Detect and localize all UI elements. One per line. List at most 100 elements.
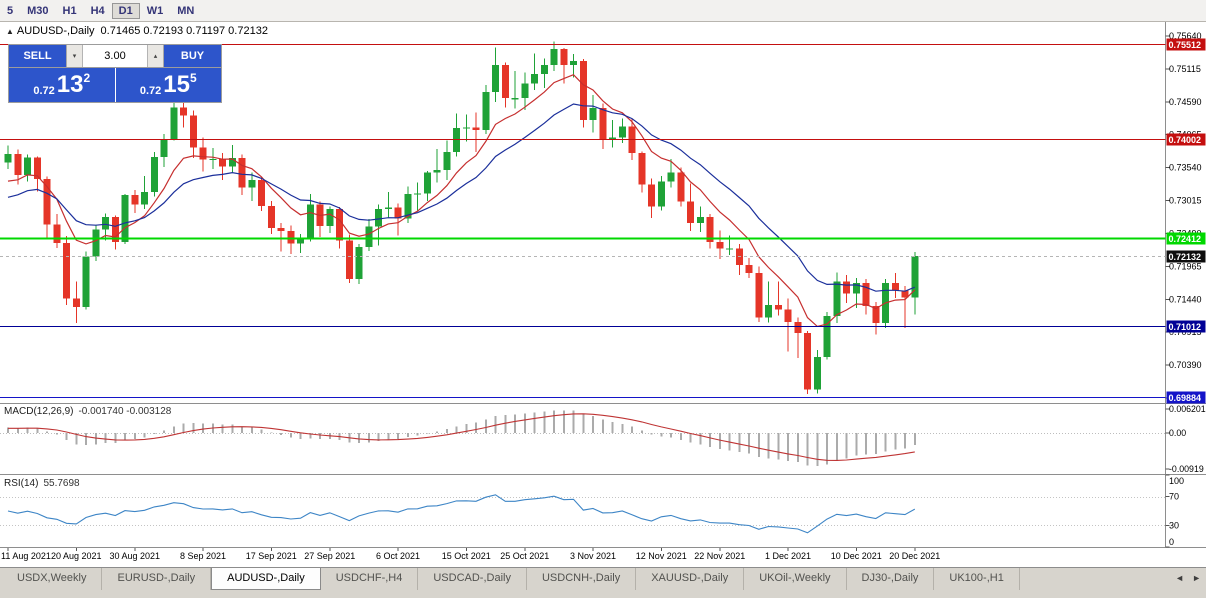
- volume-decrease-button[interactable]: ▾: [67, 45, 83, 67]
- date-label: 10 Dec 2021: [831, 551, 882, 561]
- chart-tab-usdx-weekly[interactable]: USDX,Weekly: [2, 568, 103, 590]
- candle-body: [267, 205, 275, 228]
- candle-body: [492, 64, 499, 92]
- date-label: 30 Aug 2021: [109, 551, 160, 561]
- sell-price-prefix: 0.72: [33, 85, 55, 97]
- candle-body: [891, 282, 899, 291]
- date-label: 3 Nov 2021: [570, 551, 616, 561]
- sell-button[interactable]: SELL: [9, 45, 66, 67]
- svg-text:30: 30: [1169, 520, 1179, 530]
- svg-text:0.74590: 0.74590: [1169, 97, 1202, 107]
- candle-body: [404, 193, 412, 219]
- sell-price-big-digits: 13: [56, 71, 84, 98]
- candle-body: [33, 157, 41, 179]
- candle-body: [375, 208, 382, 227]
- svg-text:0.72132: 0.72132: [1169, 252, 1202, 262]
- candle-body: [326, 208, 334, 226]
- chart-tab-audusd-daily[interactable]: AUDUSD-,Daily: [211, 568, 321, 590]
- candle-body: [141, 192, 148, 205]
- tab-scroll-left-icon[interactable]: ◄: [1175, 573, 1185, 583]
- buy-price-pipette: 5: [189, 71, 197, 85]
- rsi-value: 55.7698: [43, 478, 80, 489]
- candle-body: [706, 217, 714, 243]
- timeframe-button-MN[interactable]: MN: [177, 4, 195, 17]
- chart-title: ▲ AUDUSD-,Daily 0.71465 0.72193 0.71197 0.…: [6, 25, 268, 37]
- volume-input[interactable]: [83, 45, 147, 67]
- timeframe-button-H1[interactable]: H1: [62, 4, 77, 17]
- candle-body: [160, 138, 168, 157]
- candle-body: [540, 64, 548, 75]
- candle-body: [150, 156, 158, 193]
- price-tag: 0.74002: [1166, 133, 1206, 146]
- candle-body: [501, 64, 509, 99]
- candle-body: [384, 207, 392, 209]
- candle-body: [794, 321, 802, 334]
- date-label: 27 Sep 2021: [304, 551, 355, 561]
- candle-body: [277, 227, 285, 231]
- candlestick-series: [4, 41, 919, 394]
- volume-control: ▾ ▴: [66, 45, 164, 67]
- candle-body: [63, 242, 70, 299]
- date-label: 20 Aug 2021: [51, 551, 102, 561]
- chart-tab-uk100-h1[interactable]: UK100-,H1: [934, 568, 1020, 590]
- chart-tabs: USDX,Weekly EURUSD-,Daily AUDUSD-,Daily USD…: [0, 568, 1206, 590]
- one-click-collapse-icon[interactable]: ▲: [6, 27, 14, 36]
- candle-body: [121, 195, 129, 243]
- candle-body: [111, 217, 119, 243]
- candle-body: [102, 217, 109, 230]
- date-label: 11 Aug 2021: [1, 551, 51, 561]
- candle-body: [862, 282, 870, 307]
- candle-body: [4, 153, 12, 163]
- svg-text:0.72412: 0.72412: [1169, 234, 1202, 244]
- candle-body: [872, 306, 880, 324]
- macd-signal-line: [8, 413, 915, 461]
- candle-body: [72, 298, 80, 307]
- candle-body: [170, 107, 178, 139]
- sell-price-panel[interactable]: 0.72 13 2: [9, 68, 115, 102]
- candle-body: [423, 172, 431, 194]
- candle-body: [462, 127, 470, 129]
- candle-body: [336, 208, 343, 241]
- candle-body: [433, 170, 441, 173]
- svg-text:0.73015: 0.73015: [1169, 196, 1202, 206]
- timeframe-button-D1[interactable]: D1: [111, 2, 140, 19]
- chart-tab-dj30-daily[interactable]: DJ30-,Daily: [847, 568, 935, 590]
- ma-fast-line: [7, 73, 916, 328]
- buy-button[interactable]: BUY: [164, 45, 221, 67]
- candle-body: [355, 247, 363, 280]
- candle-body: [804, 333, 811, 390]
- candle-body: [521, 83, 529, 99]
- chart-tab-ukoil-weekly[interactable]: UKOil-,Weekly: [744, 568, 847, 590]
- timeframe-button-W1[interactable]: W1: [146, 4, 164, 17]
- candle-body: [472, 127, 480, 131]
- svg-text:0.74002: 0.74002: [1169, 135, 1202, 145]
- chart-tab-usdcad-daily[interactable]: USDCAD-,Daily: [418, 568, 527, 590]
- candle-body: [852, 282, 860, 294]
- buy-price-big-digits: 15: [163, 71, 190, 98]
- price-tag: 0.71012: [1166, 320, 1206, 333]
- chart-tab-xauusd-daily[interactable]: XAUUSD-,Daily: [636, 568, 745, 590]
- timeframe-button-H4[interactable]: H4: [90, 4, 105, 17]
- chart-tab-eurusd-daily[interactable]: EURUSD-,Daily: [102, 568, 212, 590]
- candle-body: [716, 242, 724, 249]
- buy-price-panel[interactable]: 0.72 15 5: [115, 68, 221, 102]
- chart-tab-usdcnh-daily[interactable]: USDCNH-,Daily: [527, 568, 637, 590]
- candle-body: [550, 49, 558, 65]
- svg-text:0.71012: 0.71012: [1169, 322, 1202, 332]
- chart-tab-usdchf-h4[interactable]: USDCHF-,H4: [321, 568, 419, 590]
- candle-body: [394, 207, 402, 219]
- candle-body: [687, 201, 694, 223]
- candle-body: [823, 316, 831, 357]
- chart-tab-bar: USDX,Weekly EURUSD-,Daily AUDUSD-,Daily USD…: [0, 567, 1206, 598]
- date-label: 8 Sep 2021: [180, 551, 226, 561]
- timeframe-button-M30[interactable]: M30: [27, 4, 49, 17]
- tab-scroll-right-icon[interactable]: ►: [1192, 573, 1201, 583]
- candle-body: [677, 172, 685, 202]
- timeframe-button-5[interactable]: 5: [7, 4, 14, 17]
- candle-body: [365, 226, 373, 248]
- volume-increase-button[interactable]: ▴: [147, 45, 163, 67]
- candle-body: [306, 204, 314, 240]
